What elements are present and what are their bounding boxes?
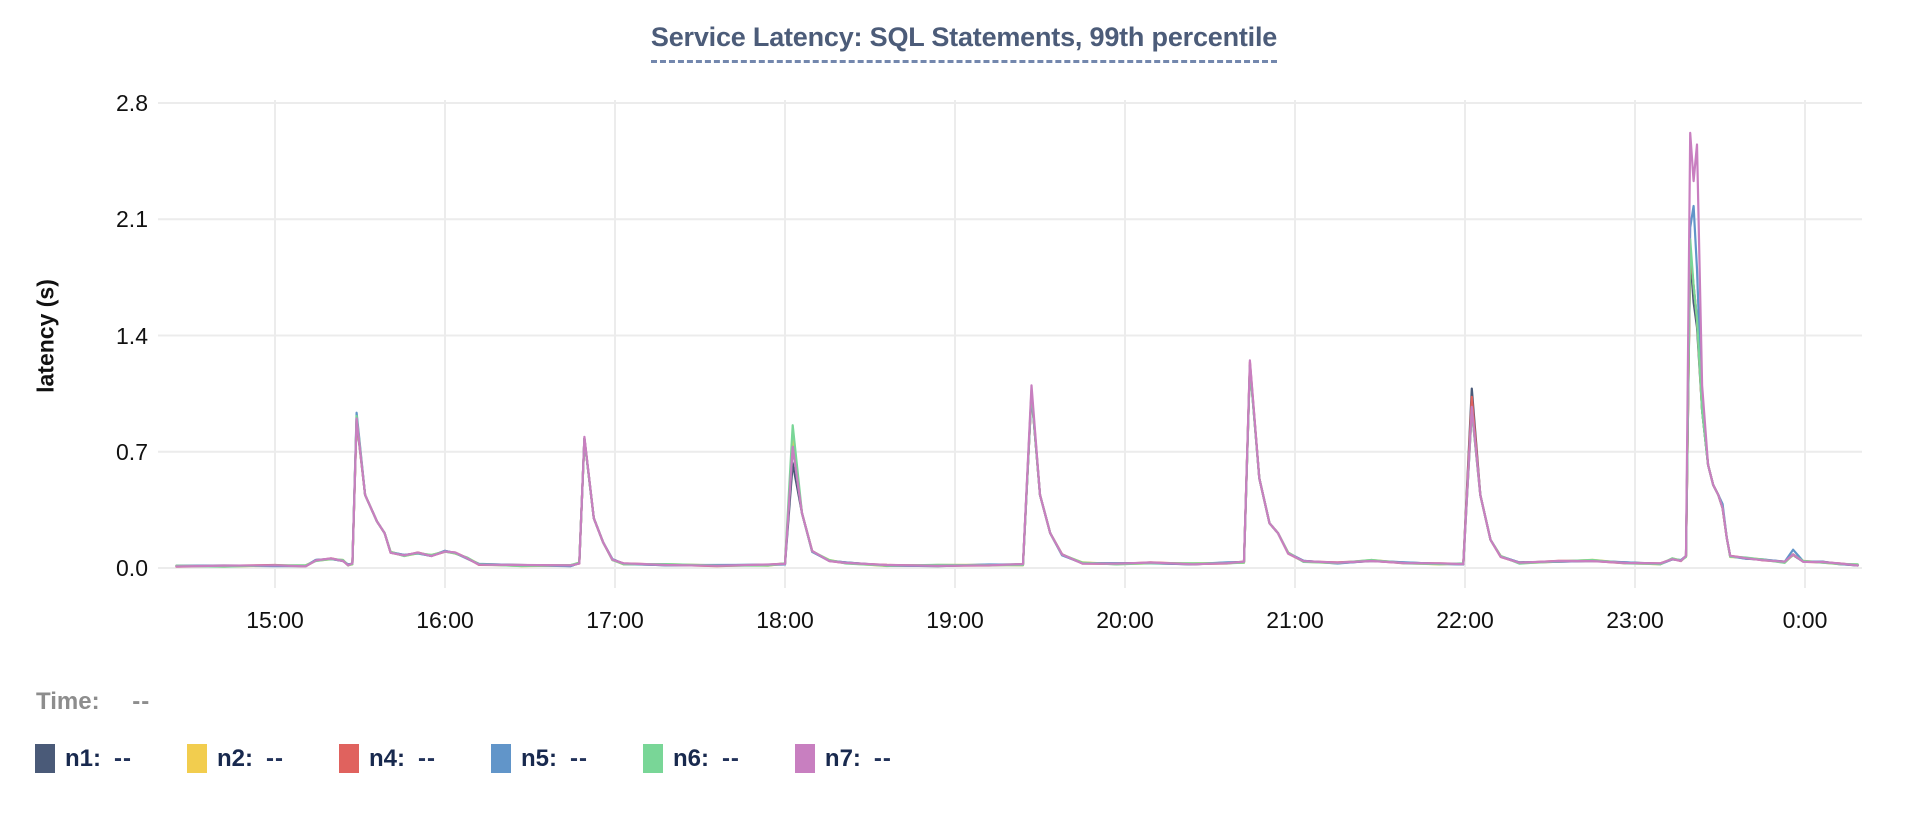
legend-item-n1: n1: --	[35, 744, 132, 773]
legend-label-n4: n4:	[368, 744, 405, 772]
x-tick-label: 21:00	[1266, 607, 1324, 633]
time-value: --	[132, 688, 151, 715]
x-tick-label: 16:00	[416, 607, 474, 633]
legend-value-n4: --	[417, 744, 436, 772]
x-tick-label: 18:00	[756, 607, 814, 633]
legend-value-n1: --	[114, 744, 132, 772]
y-tick-label: 1.4	[116, 322, 148, 349]
legend-label-n6: n6:	[672, 744, 709, 772]
series-lines	[175, 131, 1859, 568]
legend-value-n6: --	[721, 744, 740, 772]
series-line-n4	[175, 251, 1859, 568]
legend-item-n2: n2: --	[186, 744, 284, 773]
legend-item-n6: n6: --	[642, 744, 740, 773]
legend-value-n2: --	[265, 744, 284, 772]
legend-swatch-n2	[186, 744, 207, 773]
legend-item-n4: n4: --	[338, 744, 436, 773]
series-line-n5	[175, 204, 1859, 568]
x-tick-label: 0:00	[1782, 607, 1828, 633]
y-tick-label: 2.1	[116, 206, 148, 233]
series-line-n1	[175, 254, 1859, 568]
legend-swatch-n1	[35, 744, 55, 773]
legend-value-n7: --	[873, 744, 892, 772]
legend-label-n7: n7:	[824, 744, 861, 772]
grid-layer	[158, 100, 1862, 588]
legend-value-n5: --	[569, 744, 588, 772]
x-tick-label: 19:00	[926, 607, 984, 633]
legend-item-n5: n5: --	[490, 744, 588, 773]
y-tick-label: 0.7	[116, 438, 148, 465]
tooltip-time-row: Time: --	[36, 688, 150, 716]
legend-swatch-n5	[490, 744, 511, 773]
x-tick-label: 22:00	[1436, 607, 1494, 633]
legend-item-n7: n7: --	[794, 744, 892, 773]
legend-swatch-n6	[642, 744, 663, 773]
y-tick-label: 0.0	[116, 555, 148, 581]
y-tick-label: 2.8	[116, 90, 148, 116]
legend-label-n2: n2:	[216, 744, 253, 772]
legend-swatch-n4	[338, 744, 359, 773]
x-tick-label: 23:00	[1606, 607, 1664, 633]
series-line-n6	[175, 238, 1859, 568]
x-tick-label: 15:00	[246, 607, 304, 633]
legend-swatch-n7	[794, 744, 815, 773]
title-row: Service Latency: SQL Statements, 99th pe…	[0, 22, 1928, 63]
series-line-n2	[175, 248, 1859, 568]
x-tick-label: 20:00	[1096, 607, 1154, 633]
x-tick-label: 17:00	[586, 607, 644, 633]
chart-title[interactable]: Service Latency: SQL Statements, 99th pe…	[650, 22, 1277, 63]
series-line-n7	[175, 131, 1859, 568]
time-label: Time:	[36, 688, 100, 715]
legend-label-n5: n5:	[520, 744, 557, 772]
legend-label-n1: n1:	[65, 744, 101, 772]
legend: n1: -- n2: -- n4: -- n5: -- n6: -- n7: --	[35, 744, 947, 773]
